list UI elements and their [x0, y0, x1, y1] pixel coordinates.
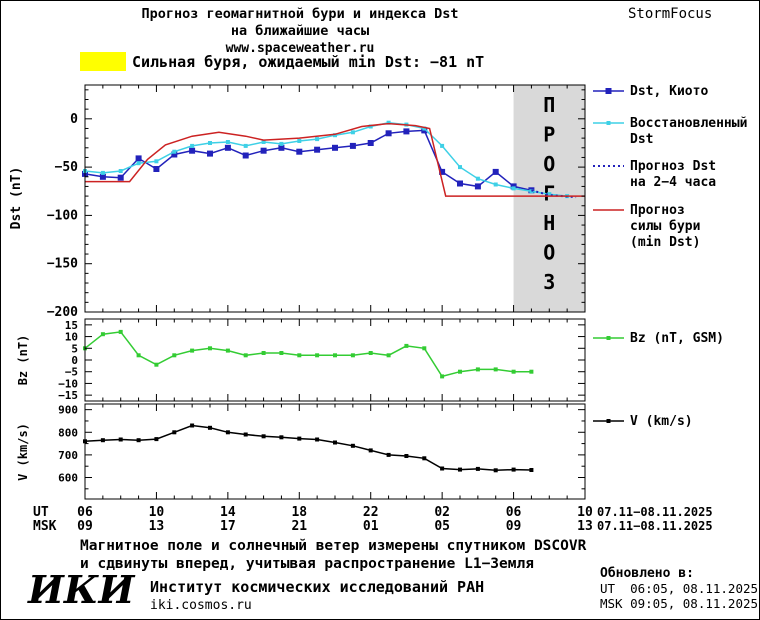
- ut-hour-label: 10: [149, 505, 165, 520]
- ut-hour-label: 02: [434, 505, 450, 520]
- panel-dst: ПРОГНОЗ0−50−100−150−200: [47, 84, 586, 320]
- legend-storm-line3: (min Dst): [630, 235, 700, 250]
- legend-v: V (km/s): [630, 414, 693, 429]
- msk-hour-label: 21: [291, 519, 307, 534]
- msk-hour-label: 01: [363, 519, 379, 534]
- ytick-label: 0: [71, 354, 78, 367]
- forecast-region-letter: О: [543, 152, 555, 176]
- series-dst-1: [84, 121, 568, 197]
- legend-sample-marker: [605, 88, 612, 94]
- legend-storm-line2: силы бури: [630, 219, 700, 234]
- ut-date-range: 07.11−08.11.2025: [597, 505, 713, 519]
- ytick-label: 900: [58, 404, 78, 417]
- ytick-label: 5: [71, 342, 78, 355]
- series-bz-0: [84, 331, 532, 378]
- ut-hour-label: 10: [577, 505, 593, 520]
- v-axis-label: V (km/s): [16, 423, 30, 481]
- msk-row-label: MSK: [33, 519, 57, 534]
- ytick-label: −15: [58, 389, 78, 402]
- forecast-region: [513, 85, 585, 312]
- forecast-region-letter: Р: [543, 123, 555, 147]
- alert-swatch: [80, 52, 126, 71]
- note-line1: Магнитное поле и солнечный ветер измерен…: [80, 538, 587, 554]
- updated-label: Обновлено в:: [600, 566, 694, 581]
- legend-sample-marker: [606, 336, 611, 340]
- ytick-label: 700: [58, 449, 78, 462]
- spaceweather-link[interactable]: www.spaceweather.ru: [226, 41, 375, 56]
- panel-v: 900 800 700 600: [58, 403, 586, 500]
- ytick-label: −50: [55, 160, 79, 175]
- series-v-0: [84, 424, 532, 472]
- plot-layers: ПРОГНОЗ0−50−100−150−200151050−5−10−15900…: [47, 84, 586, 500]
- ytick-label: −5: [65, 366, 78, 379]
- ytick-label: 600: [58, 472, 78, 485]
- legend-sample-marker: [606, 121, 611, 125]
- ytick-label: 10: [65, 331, 78, 344]
- legend-sample-marker: [606, 419, 611, 423]
- msk-date-range: 07.11−08.11.2025: [597, 519, 713, 533]
- bz-axis-label: Bz (nT): [16, 335, 30, 386]
- msk-hour-label: 13: [149, 519, 165, 534]
- ytick-label: 800: [58, 426, 78, 439]
- ytick-label: −10: [58, 377, 78, 390]
- forecast-region-letter: Н: [543, 211, 555, 235]
- ut-hour-label: 06: [506, 505, 522, 520]
- ytick-label: −200: [47, 305, 78, 320]
- ytick-label: −150: [47, 257, 78, 272]
- msk-hour-label: 17: [220, 519, 236, 534]
- legend-restored-line2: Dst: [630, 132, 653, 147]
- ut-hour-label: 06: [77, 505, 93, 520]
- legend-restored-line1: Восстановленный: [630, 116, 747, 131]
- series-dst-3: [85, 122, 585, 197]
- dst-axis-label: Dst (nT): [9, 167, 24, 230]
- forecast-region-letter: П: [543, 93, 555, 117]
- ut-row-label: UT: [33, 505, 49, 520]
- legend-bz: Bz (nT, GSM): [630, 331, 724, 346]
- ytick-label: 0: [70, 112, 78, 127]
- msk-hour-label: 13: [577, 519, 593, 534]
- ytick-label: −100: [47, 208, 78, 223]
- ut-hour-label: 22: [363, 505, 379, 520]
- alert-text: Сильная буря, ожидаемый min Dst: −81 nT: [132, 53, 484, 71]
- forecast-region-letter: З: [543, 270, 555, 294]
- legend-forecast-line1: Прогноз Dst: [630, 159, 716, 174]
- msk-hour-label: 09: [77, 519, 93, 534]
- msk-hour-label: 09: [506, 519, 522, 534]
- msk-hour-label: 05: [434, 519, 450, 534]
- legend-dst-kyoto: Dst, Киото: [630, 84, 708, 99]
- ytick-label: 15: [65, 319, 78, 332]
- forecast-region-letter: О: [543, 241, 555, 265]
- institute-name: Институт космических исследований РАН: [150, 578, 484, 596]
- legend-samples: [593, 88, 624, 423]
- page-title: Прогноз геомагнитной бури и индекса Dst: [142, 6, 459, 22]
- note-line2: и сдвинуты вперед, учитывая распростране…: [80, 556, 534, 572]
- iki-logo: ИКИ: [27, 567, 135, 612]
- ut-hour-label: 18: [291, 505, 307, 520]
- updated-ut: UT 06:05, 08.11.2025: [600, 581, 758, 596]
- page-title-line2: на ближайшие часы: [231, 23, 369, 39]
- legend-forecast-line2: на 2−4 часа: [630, 175, 716, 190]
- updated-msk: MSK 09:05, 08.11.2025: [600, 596, 758, 611]
- ut-hour-label: 14: [220, 505, 236, 520]
- brand-stormfocus: StormFocus: [628, 6, 712, 22]
- legend-storm-line1: Прогноз: [630, 203, 685, 218]
- iki-site-link[interactable]: iki.cosmos.ru: [150, 598, 252, 613]
